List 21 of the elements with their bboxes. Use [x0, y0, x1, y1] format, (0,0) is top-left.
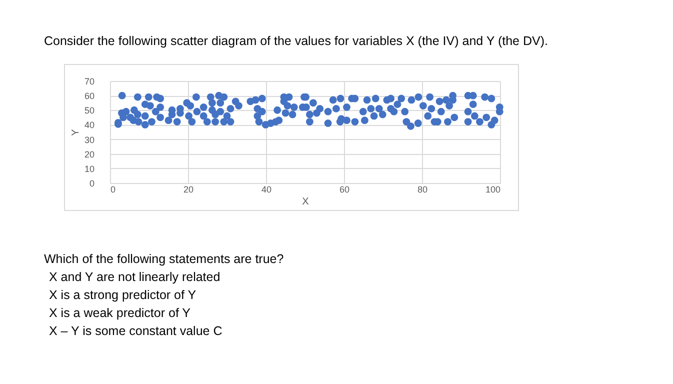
x-tick-label: 40 [261, 184, 272, 194]
x-tick-label: 0 [110, 184, 116, 194]
y-tick-label: 10 [84, 164, 94, 174]
x-tick-label: 60 [339, 184, 350, 194]
y-tick-label: 50 [84, 106, 94, 116]
text: X – Y is some constant value C [49, 324, 224, 338]
y-tick-label: 70 [84, 76, 94, 86]
x-tick-label: 20 [183, 184, 194, 194]
x-tick-label: 100 [485, 184, 500, 194]
chart-title: Consider the following scatter diagram of the values for variables X (the IV) and Y (the DV). [44, 34, 548, 48]
text: X and Y are not linearly related [49, 270, 222, 284]
text: Which of the following statements are true? [44, 252, 284, 266]
y-tick-label: 20 [84, 149, 94, 160]
y-tick-label: 30 [84, 134, 94, 145]
y-tick-label: 40 [84, 120, 94, 130]
x-axis-title: X [302, 196, 310, 208]
y-tick-label: 60 [84, 91, 94, 102]
x-tick-label: 80 [417, 184, 428, 194]
y-axis-title: Y [70, 128, 82, 136]
text: X is a weak predictor of Y [49, 306, 192, 320]
text: X is a strong predictor of Y [49, 288, 198, 302]
